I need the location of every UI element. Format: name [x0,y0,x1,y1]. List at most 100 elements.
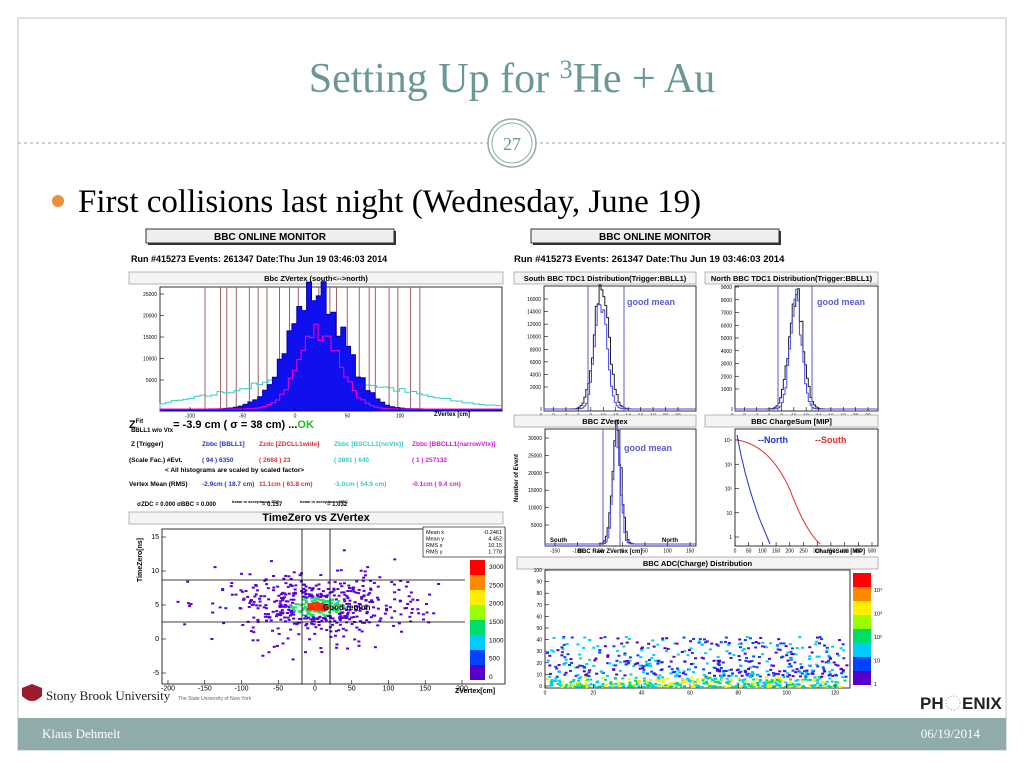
decor-cell [647,684,651,687]
decor-cell [329,616,333,619]
decor-cell [789,683,793,686]
decor-cell [756,674,760,677]
decor-cell [804,675,808,678]
decor-cell [356,592,360,595]
decor-cell [627,678,631,681]
decor-cell [288,614,292,617]
decor-cell [795,647,799,650]
y-tick-label: 10000 [528,506,542,512]
stats-cell: ( 2891 ) 640 [334,457,369,464]
decor-cell [594,657,598,660]
decor-cell [840,672,844,675]
decor-cell [793,661,797,664]
decor-cell [366,593,370,596]
decor-cell [750,683,754,686]
decor-cell [411,598,415,601]
decor-cell [786,675,790,678]
decor-cell [620,642,624,645]
decor-cell [747,685,751,688]
decor-cell [320,602,324,605]
decor-cell [710,678,714,681]
decor-cell [326,587,330,590]
decor-cell [721,678,725,681]
decor-cell [657,679,661,682]
decor-cell [722,672,726,675]
decor-cell [657,684,661,687]
decor-cell [361,579,365,582]
stat-value: -0.2461 [483,530,502,536]
decor-cell [652,672,656,675]
plot-note: --North [758,435,788,445]
colorbar-label: 2500 [489,582,504,589]
decor-cell [697,680,701,683]
decor-cell [701,679,705,682]
decor-cell [757,662,761,665]
decor-cell [319,596,323,599]
x-tick-label: 100 [782,691,791,697]
decor-cell [841,670,845,673]
decor-cell [369,588,373,591]
decor-cell [624,636,628,639]
decor-cell [584,676,588,679]
decor-cell [842,649,846,652]
decor-cell [774,672,778,675]
decor-cell [406,602,410,605]
decor-cell [690,680,694,683]
decor-cell [255,589,259,592]
decor-cell [628,683,632,686]
decor-cell [788,681,792,684]
decor-cell [262,606,266,609]
decor-cell [338,619,342,622]
decor-cell [578,685,582,688]
decor-cell [831,674,835,677]
decor-cell [309,618,313,621]
decor-cell [247,606,251,609]
decor-cell [263,613,267,616]
y-tick-label: 15000 [143,335,157,341]
decor-cell [832,685,836,688]
decor-cell [554,665,558,668]
decor-cell [782,642,786,645]
plot-title: BBC ADC(Charge) Distribution [643,559,753,568]
decor-cell [301,583,305,586]
decor-cell [339,569,343,572]
decor-cell [286,585,290,588]
decor-cell [832,661,836,664]
decor-cell [718,669,722,672]
decor-cell [827,654,831,657]
decor-cell [360,630,364,633]
decor-cell [344,629,348,632]
decor-cell [278,602,282,605]
colorbar-band [853,671,871,685]
decor-cell [376,598,380,601]
decor-cell [561,680,565,683]
decor-cell [324,605,328,608]
decor-cell [340,611,344,614]
decor-cell [766,685,770,688]
decor-cell [666,677,670,680]
decor-cell [677,686,681,688]
decor-cell [656,676,660,679]
decor-cell [587,675,591,678]
decor-cell [326,603,330,606]
decor-cell [338,616,342,619]
decor-cell [338,617,342,620]
decor-cell [329,602,333,605]
decor-cell [736,668,740,671]
decor-cell [797,683,801,686]
decor-cell [564,671,568,674]
decor-cell [624,663,628,666]
decor-cell [674,675,678,678]
decor-cell [784,645,788,648]
x-tick-label: -100 [572,549,582,555]
decor-cell [428,593,432,596]
decor-cell [722,674,726,677]
decor-cell [390,581,394,584]
decor-cell [718,659,722,662]
decor-cell [843,679,847,682]
colorbar-band [470,620,485,635]
decor-cell [347,584,351,587]
x-tick-label: 100 [396,414,405,420]
decor-cell [776,648,780,651]
decor-cell [571,685,575,688]
